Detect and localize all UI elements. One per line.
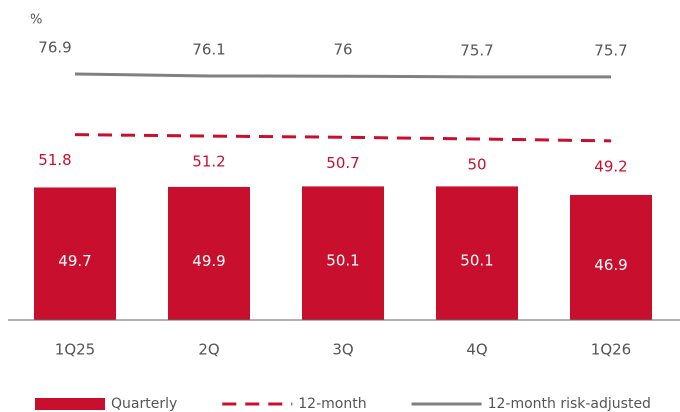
bar <box>570 194 652 320</box>
bar <box>436 186 518 320</box>
legend-label: 12-month <box>298 396 366 412</box>
legend-label: Quarterly <box>111 396 177 412</box>
line-value-label: 51.8 <box>38 151 71 169</box>
line <box>74 72 611 79</box>
x-tick-label: 1Q25 <box>55 341 95 359</box>
x-tick-label: 4Q <box>466 341 487 359</box>
line-value-label: 76 <box>333 41 352 59</box>
bar-value-label: 46.9 <box>594 256 627 274</box>
line-value-label: 51.2 <box>192 153 225 171</box>
legend-label: 12-month risk-adjusted <box>488 396 651 412</box>
line-value-label: 49.2 <box>594 157 627 175</box>
line-value-label: 50.7 <box>326 154 359 172</box>
line-value-label: 50 <box>467 155 486 173</box>
line-value-label: 76.1 <box>192 40 225 58</box>
bar <box>34 187 116 320</box>
bar-value-label: 50.1 <box>326 252 359 270</box>
y-axis-label: % <box>30 13 42 28</box>
bar-value-label: 49.7 <box>58 252 91 270</box>
x-tick-label: 3Q <box>332 341 353 359</box>
x-tick-label: 1Q26 <box>591 341 631 359</box>
line <box>74 133 612 143</box>
bar <box>168 186 250 320</box>
bar <box>302 186 384 320</box>
line-value-label: 76.9 <box>38 39 71 57</box>
legend-swatch <box>35 398 105 410</box>
x-tick-label: 2Q <box>198 341 219 359</box>
line-value-label: 75.7 <box>594 41 627 59</box>
line-value-label: 75.7 <box>460 41 493 59</box>
bar-value-label: 49.9 <box>192 252 225 270</box>
bar-value-label: 50.1 <box>460 252 493 270</box>
